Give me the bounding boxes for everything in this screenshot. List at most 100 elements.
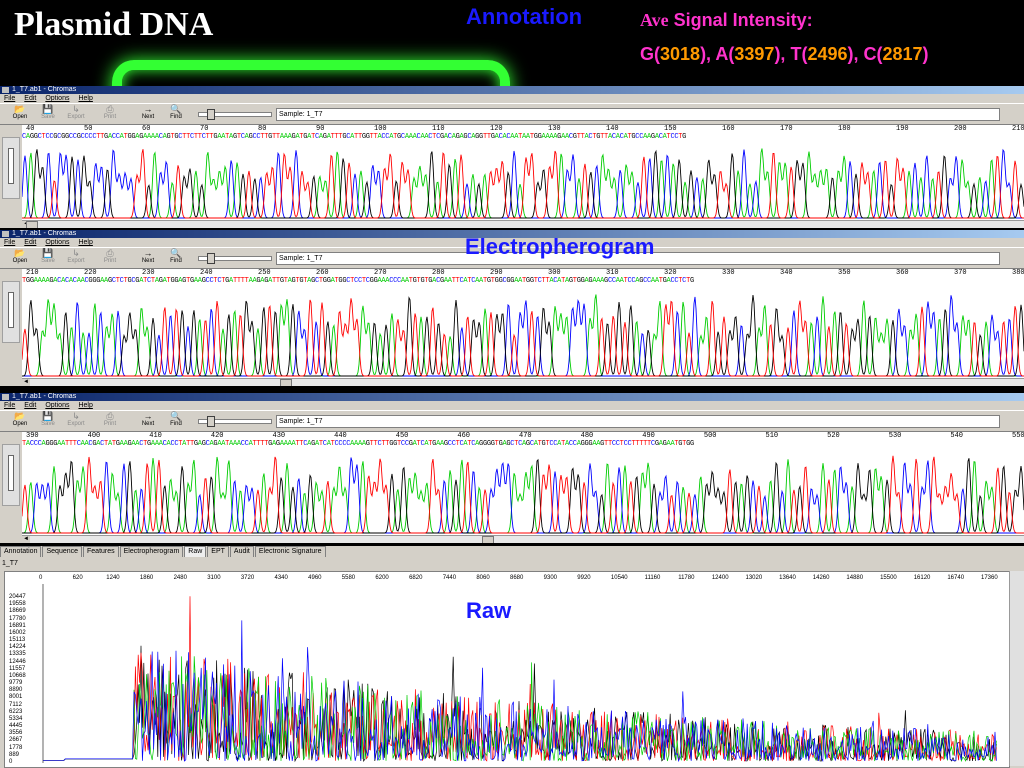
base-call: A (162, 133, 167, 141)
open-button[interactable]: 📂 Open (8, 412, 32, 430)
base-call: A (295, 133, 300, 141)
menu-options[interactable]: Options (45, 95, 70, 102)
menu-edit[interactable]: Edit (24, 402, 37, 409)
base-call: G (174, 133, 179, 141)
base-call: T (424, 277, 429, 285)
trace-T (22, 298, 1024, 377)
tab-ept[interactable]: EPT (207, 546, 229, 557)
base-call: A (252, 277, 257, 285)
menu-edit[interactable]: Edit (24, 239, 37, 246)
next-button[interactable]: → Next (136, 105, 160, 123)
base-call: C (549, 440, 554, 448)
slider-thumb[interactable] (207, 253, 215, 264)
menu-help[interactable]: Help (78, 239, 93, 246)
horizontal-scrollbar[interactable]: ◄ (22, 220, 1024, 228)
ruler-tick-label: 170 (780, 125, 793, 133)
tab-features[interactable]: Features (83, 546, 119, 557)
base-call: A (658, 440, 663, 448)
base-call: A (451, 133, 456, 141)
tab-electropherogram[interactable]: Electropherogram (119, 546, 184, 557)
tab-annotation[interactable]: Annotation (0, 546, 42, 557)
menu-help[interactable]: Help (78, 402, 93, 409)
base-call: G (107, 277, 112, 285)
scroll-thumb[interactable] (8, 455, 14, 491)
vertical-zoom-scrollbar[interactable] (2, 137, 20, 199)
scroll-left-icon[interactable]: ◄ (22, 536, 30, 543)
scroll-thumb[interactable] (8, 148, 14, 184)
raw-vertical-scrollbar[interactable] (1009, 571, 1024, 766)
ruler-tick-label: 130 (548, 125, 561, 133)
tab-sequence[interactable]: Sequence (42, 546, 83, 557)
ruler-tick-label: 500 (703, 432, 717, 440)
base-call: A (107, 133, 112, 141)
export-button[interactable]: ↳ Export (64, 412, 88, 430)
save-button[interactable]: 💾 Save (36, 105, 60, 123)
menu-file[interactable]: File (4, 402, 16, 409)
base-sequence: CAGGCTCCGCGGCCGCCCCTTGACCATGGAGAAAACAGTG… (22, 133, 1024, 141)
base-call: A (217, 440, 222, 448)
base-call: A (514, 133, 519, 141)
horizontal-scrollbar[interactable]: ◄ (22, 378, 1024, 386)
zoom-slider[interactable] (198, 109, 272, 120)
window-title-bar[interactable]: 1_T7.ab1 - Chromas (0, 230, 1024, 238)
next-button[interactable]: → Next (136, 249, 160, 267)
base-call: G (311, 440, 315, 448)
tab-electronic-signature[interactable]: Electronic Signature (254, 546, 326, 557)
slider-thumb[interactable] (207, 416, 215, 427)
tab-audit[interactable]: Audit (229, 546, 254, 557)
base-call: A (479, 277, 483, 285)
print-button[interactable]: ⎙ Print (98, 105, 122, 123)
scroll-thumb[interactable] (26, 221, 38, 228)
base-call: G (92, 277, 97, 285)
export-button[interactable]: ↳ Export (64, 249, 88, 267)
base-call: A (197, 440, 202, 448)
base-call: A (439, 440, 444, 448)
menu-options[interactable]: Options (45, 402, 70, 409)
find-button[interactable]: 🔍 Find (164, 249, 188, 267)
toolbar-label: Print (103, 258, 117, 264)
zoom-slider[interactable] (198, 253, 272, 264)
base-call: T (68, 440, 73, 448)
scroll-thumb[interactable] (8, 292, 14, 328)
find-button[interactable]: 🔍 Find (164, 105, 188, 123)
print-button[interactable]: ⎙ Print (98, 412, 122, 430)
export-button[interactable]: ↳ Export (64, 105, 88, 123)
base-call: G (29, 277, 34, 285)
slider-thumb[interactable] (207, 109, 215, 120)
scroll-thumb[interactable] (280, 379, 292, 386)
print-button[interactable]: ⎙ Print (98, 249, 122, 267)
menu-file[interactable]: File (4, 95, 16, 102)
zoom-slider[interactable] (198, 416, 272, 427)
window-title-bar[interactable]: 1_T7.ab1 - Chromas (0, 393, 1024, 401)
menu-file[interactable]: File (4, 239, 16, 246)
horizontal-scrollbar[interactable]: ◄ (22, 535, 1024, 543)
base-call: G (201, 440, 206, 448)
base-call: G (596, 133, 601, 141)
trace-A (22, 456, 1024, 534)
find-button[interactable]: 🔍 Find (164, 412, 188, 430)
scroll-thumb[interactable] (482, 536, 494, 543)
menu-edit[interactable]: Edit (24, 95, 37, 102)
base-call: A (619, 277, 624, 285)
next-button[interactable]: → Next (136, 412, 160, 430)
base-call: G (479, 133, 483, 141)
base-call: A (248, 277, 253, 285)
save-button[interactable]: 💾 Save (36, 249, 60, 267)
base-call: A (557, 440, 562, 448)
tab-raw[interactable]: Raw (184, 546, 207, 557)
menu-options[interactable]: Options (45, 239, 70, 246)
open-button[interactable]: 📂 Open (8, 105, 32, 123)
open-button[interactable]: 📂 Open (8, 249, 32, 267)
vertical-zoom-scrollbar[interactable] (2, 281, 20, 343)
window-title-bar[interactable]: 1_T7.ab1 - Chromas (0, 86, 1024, 94)
x-tick-label: 14260 (812, 575, 830, 581)
scroll-left-icon[interactable]: ◄ (22, 379, 30, 386)
base-call: C (670, 277, 675, 285)
save-button[interactable]: 💾 Save (36, 412, 60, 430)
vertical-zoom-scrollbar[interactable] (2, 444, 20, 506)
menu-help[interactable]: Help (78, 95, 93, 102)
base-call: T (197, 133, 202, 141)
base-call: G (572, 133, 577, 141)
raw-trace-T (43, 596, 997, 762)
base-call: A (404, 133, 409, 141)
